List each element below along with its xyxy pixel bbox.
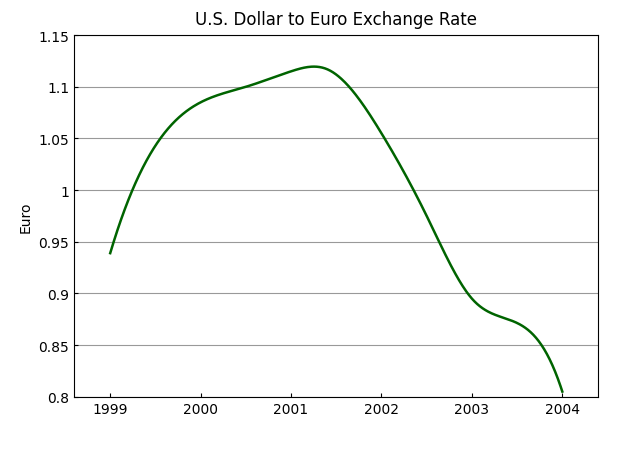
Y-axis label: Euro: Euro — [19, 201, 33, 232]
Title: U.S. Dollar to Euro Exchange Rate: U.S. Dollar to Euro Exchange Rate — [195, 11, 478, 29]
